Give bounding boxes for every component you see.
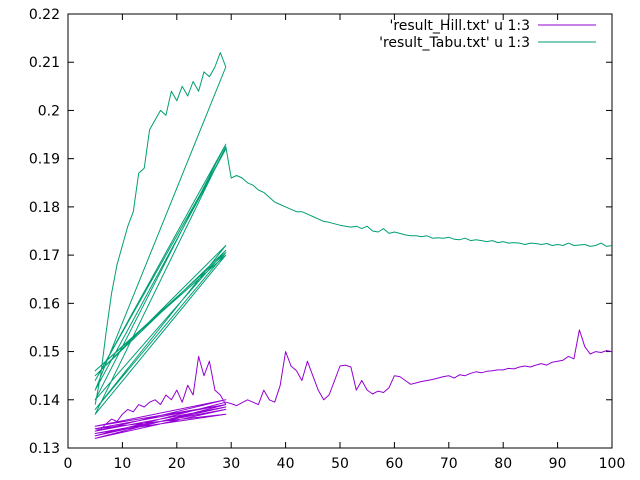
y-tick-label: 0.17 (29, 248, 60, 264)
y-tick-label: 0.21 (29, 55, 60, 71)
y-tick-label: 0.14 (29, 393, 60, 409)
y-tick-label: 0.22 (29, 7, 60, 23)
x-tick-label: 80 (494, 456, 512, 472)
x-tick-label: 60 (385, 456, 403, 472)
x-tick-label: 70 (440, 456, 458, 472)
y-tick-label: 0.18 (29, 200, 60, 216)
y-tick-label: 0.16 (29, 296, 60, 312)
legend-label-hill: 'result_Hill.txt' u 1:3 (389, 18, 530, 34)
y-tick-label: 0.13 (29, 441, 60, 457)
axis-ticks: 0 10 20 30 40 50 60 70 80 90 100 0.13 0.14 0.15 0.16 0.… (29, 7, 626, 472)
legend-label-tabu: 'result_Tabu.txt' u 1:3 (379, 35, 530, 51)
series-line-hill (94, 329, 613, 439)
y-tick-label: 0.15 (29, 345, 60, 361)
x-tick-label: 10 (113, 456, 131, 472)
series-line-tabu (94, 52, 613, 415)
x-tick-label: 100 (599, 456, 626, 472)
y-tick-label: 0.2 (38, 103, 60, 119)
x-tick-label: 0 (64, 456, 73, 472)
y-tick-label: 0.19 (29, 152, 60, 168)
x-tick-label: 40 (277, 456, 295, 472)
x-tick-label: 30 (222, 456, 240, 472)
x-tick-label: 90 (549, 456, 567, 472)
plot-frame (67, 13, 613, 449)
series-lines (94, 52, 613, 439)
legend: 'result_Hill.txt' u 1:3 'result_Tabu.txt… (379, 18, 596, 51)
x-tick-label: 20 (168, 456, 186, 472)
x-tick-label: 50 (331, 456, 349, 472)
